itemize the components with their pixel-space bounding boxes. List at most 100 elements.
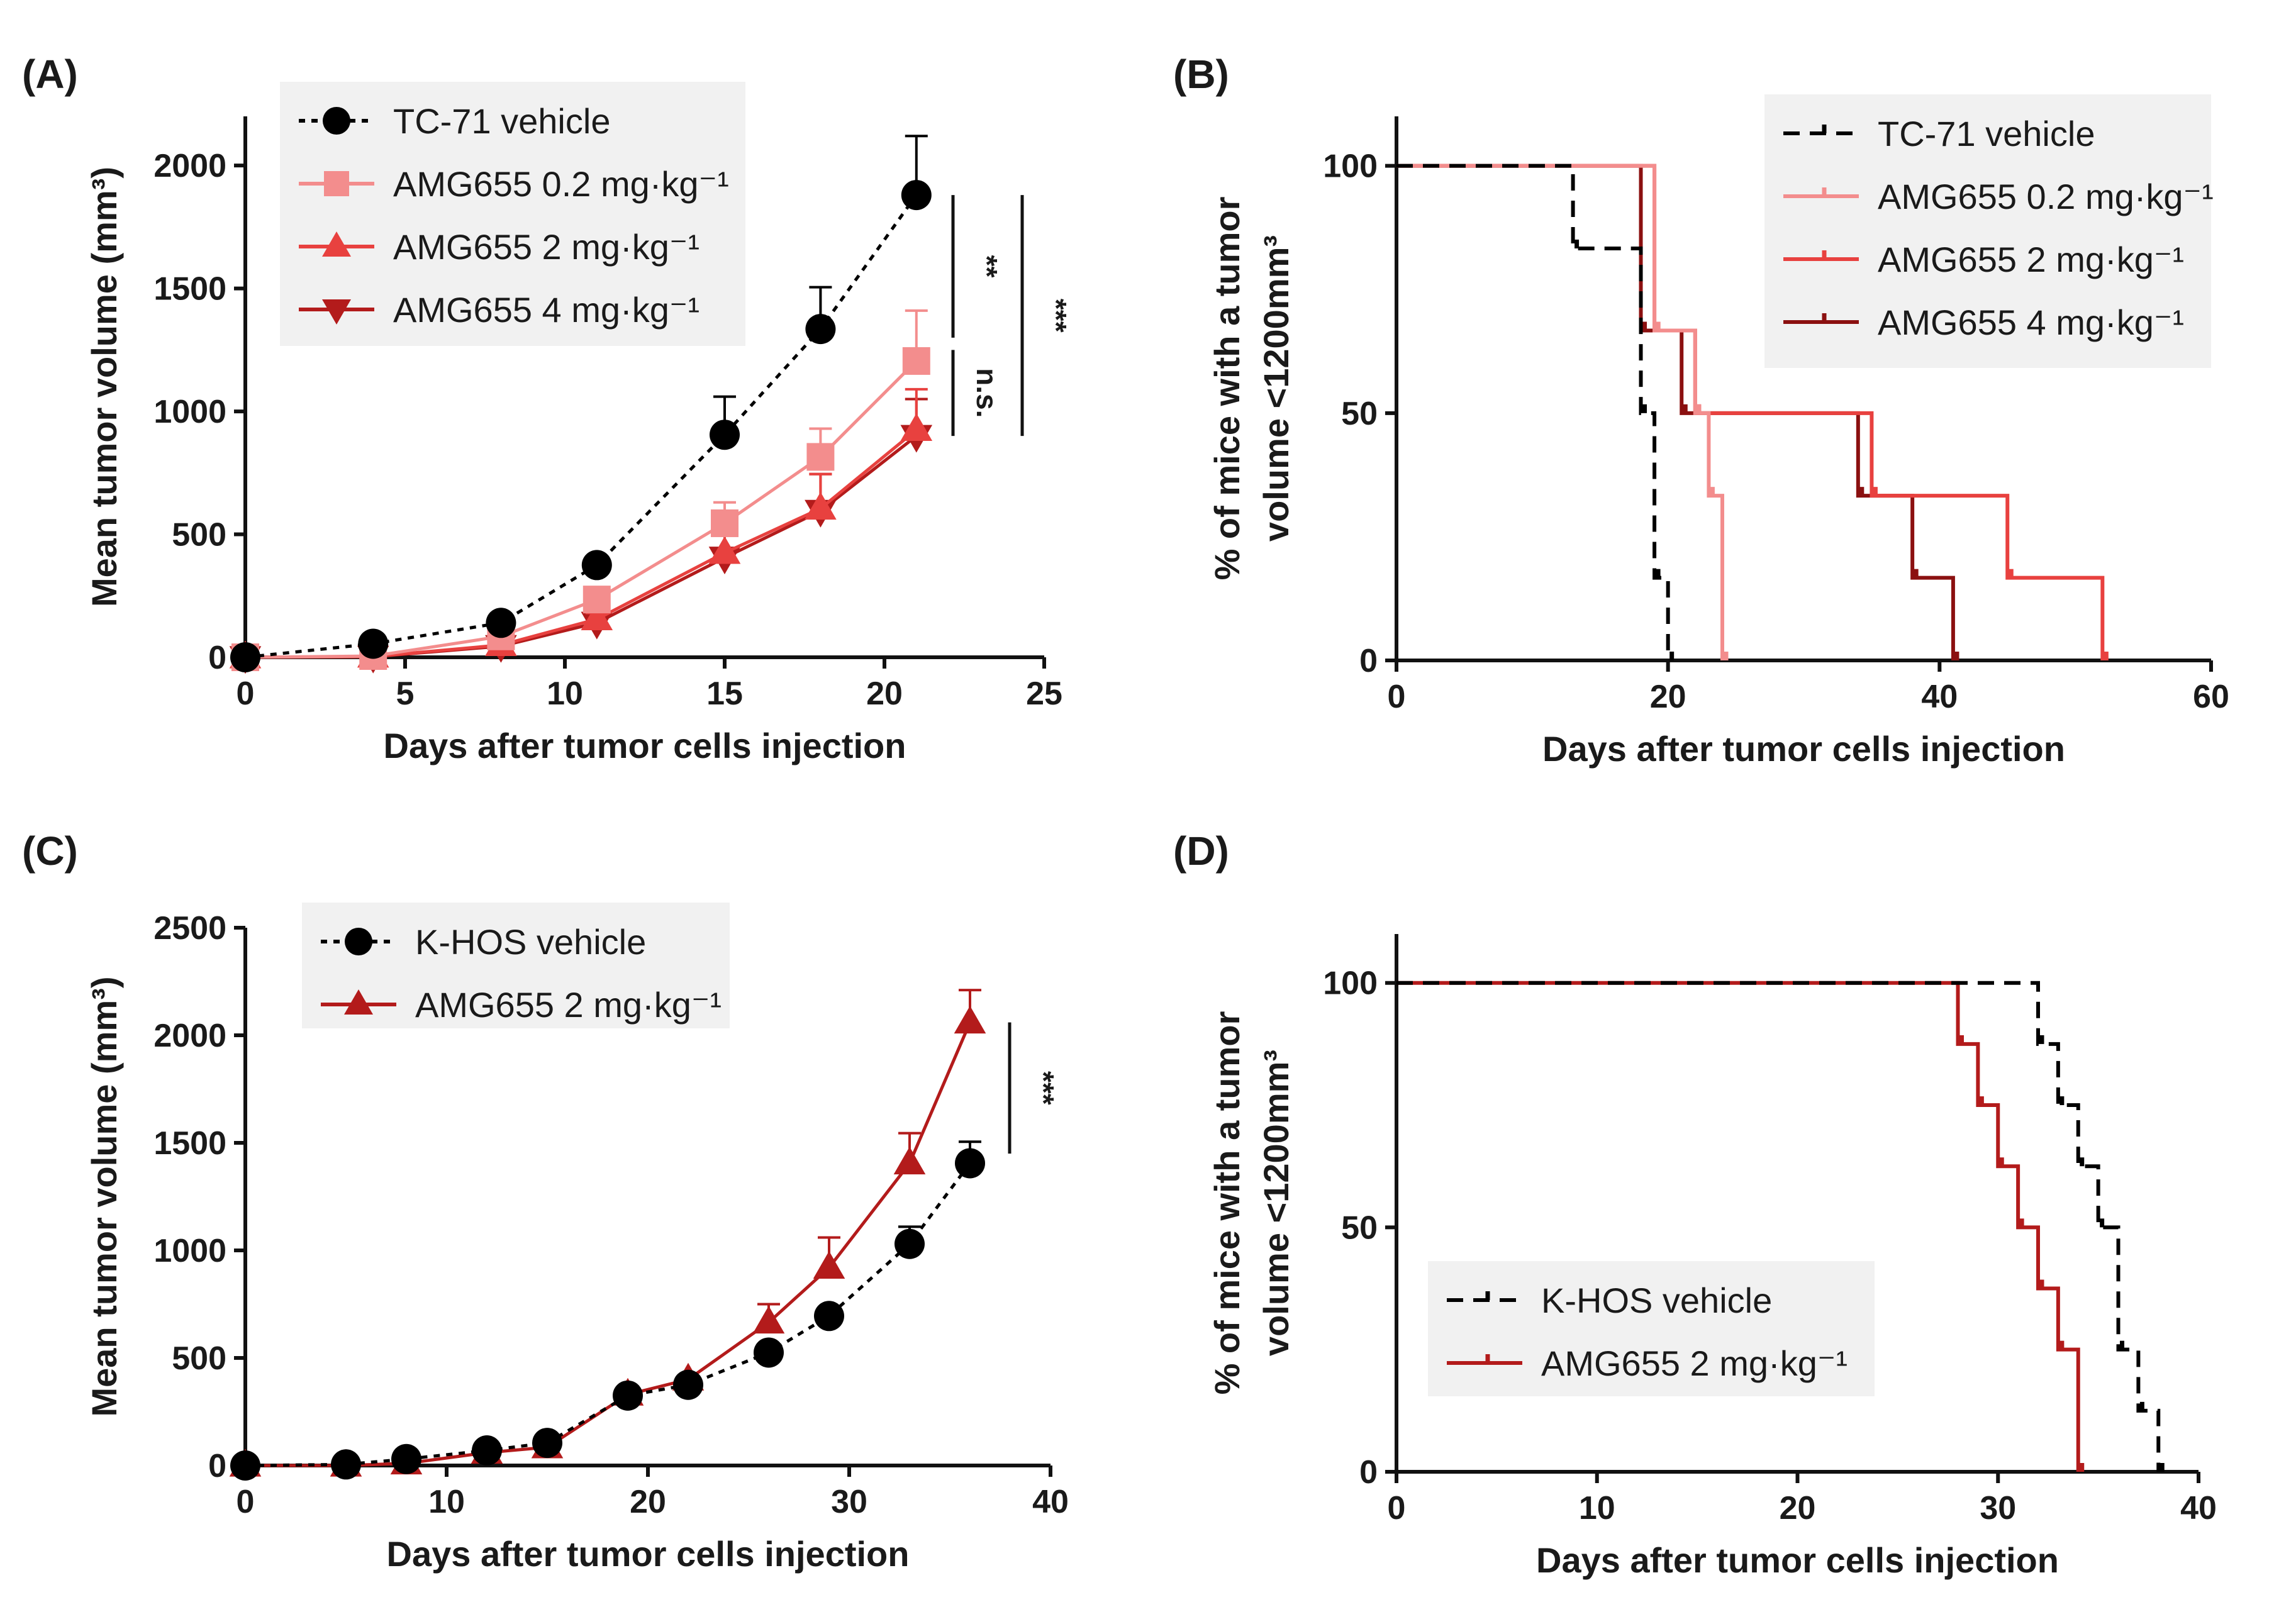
- data-point: [324, 171, 349, 196]
- x-tick-label: 0: [1388, 679, 1406, 715]
- y-axis-title: Mean tumor volume (mm³): [84, 167, 124, 607]
- y-tick-label: 500: [172, 1340, 226, 1377]
- data-point: [391, 1443, 421, 1474]
- legend-box: [1428, 1261, 1875, 1396]
- data-point: [902, 347, 930, 375]
- legend-label: TC-71 vehicle: [1878, 114, 2095, 153]
- legend-item: K-HOS vehicle: [1447, 1281, 1772, 1320]
- data-point: [331, 1449, 361, 1480]
- data-series: [1396, 981, 2165, 1472]
- legend-label: TC-71 vehicle: [393, 101, 610, 141]
- panel-c: (C) 0 10 20 30 40 0 500 1000 1500 2000 2500 Days aft…: [22, 828, 1069, 1574]
- data-point: [344, 989, 373, 1015]
- x-tick-label: 20: [1650, 679, 1686, 715]
- data-point: [955, 1148, 985, 1179]
- x-axis-title: Days after tumor cells injection: [1542, 729, 2065, 769]
- x-tick-label: 0: [237, 1484, 255, 1520]
- data-point: [613, 1380, 643, 1411]
- x-tick-label: 0: [1388, 1490, 1406, 1527]
- y-tick-label: 100: [1323, 148, 1378, 185]
- series-line: [245, 1162, 972, 1467]
- data-point: [754, 1337, 784, 1368]
- data-point: [805, 492, 837, 520]
- legend-item: AMG655 2 mg·kg⁻¹: [321, 985, 722, 1025]
- data-series: [231, 309, 930, 671]
- y-tick-label: 1000: [153, 394, 226, 430]
- y-tick-label: 2000: [153, 148, 226, 184]
- significance-label: ***: [1027, 1071, 1060, 1105]
- x-tick-label: 10: [428, 1484, 465, 1520]
- data-point: [806, 443, 835, 471]
- x-tick-label: 10: [1579, 1490, 1615, 1527]
- y-tick-label: 50: [1341, 1210, 1378, 1246]
- data-point: [230, 1450, 260, 1481]
- legend-label: AMG655 0.2 mg·kg⁻¹: [1878, 177, 2214, 216]
- legend-label: K-HOS vehicle: [415, 922, 646, 962]
- y-tick-label: 2000: [153, 1018, 226, 1054]
- data-point: [581, 603, 613, 631]
- data-series: [229, 398, 933, 674]
- survival-curve: [1396, 981, 2161, 1472]
- y-tick-label: 0: [1359, 1454, 1378, 1491]
- data-series: [1396, 164, 1675, 660]
- x-tick-label: 10: [547, 676, 583, 712]
- data-series: [229, 989, 986, 1477]
- data-point: [532, 1428, 562, 1459]
- legend: TC-71 vehicle AMG655 0.2 mg·kg⁻¹ AMG655 2 …: [1764, 94, 2214, 368]
- y-tick-label: 100: [1323, 965, 1378, 1002]
- data-point: [486, 608, 516, 638]
- data-point: [322, 231, 351, 257]
- data-series: [1396, 981, 2085, 1472]
- panel-label: (D): [1173, 828, 1229, 874]
- data-point: [814, 1301, 844, 1332]
- y-tick-label: 50: [1341, 396, 1378, 432]
- legend: K-HOS vehicle AMG655 2 mg·kg⁻¹: [302, 903, 730, 1028]
- data-point: [358, 628, 389, 659]
- x-tick-label: 20: [866, 676, 903, 712]
- x-tick-label: 25: [1026, 676, 1062, 712]
- legend-label: AMG655 4 mg·kg⁻¹: [393, 290, 699, 330]
- y-axis-title-line: volume <1200mm³: [1256, 1050, 1296, 1356]
- x-tick-label: 30: [1980, 1490, 2016, 1527]
- legend-box: [280, 82, 745, 346]
- legend-label: AMG655 2 mg·kg⁻¹: [415, 985, 722, 1025]
- survival-curve: [1396, 981, 2080, 1472]
- y-tick-label: 1500: [153, 271, 226, 308]
- data-point: [582, 586, 611, 614]
- data-point: [322, 299, 351, 325]
- legend-item: AMG655 2 mg·kg⁻¹: [299, 227, 699, 267]
- x-tick-label: 30: [831, 1484, 867, 1520]
- y-axis-title: Mean tumor volume (mm³): [84, 976, 124, 1416]
- panel-label: (A): [22, 52, 78, 97]
- data-point: [752, 1306, 785, 1334]
- panel-d: (D) 0 10 20 30 40 0 50 100 Days after tumor cells…: [1173, 828, 2217, 1580]
- data-point: [901, 180, 932, 211]
- x-tick-label: 40: [1921, 679, 1958, 715]
- significance-label: ***: [1040, 299, 1073, 333]
- legend-label: AMG655 2 mg·kg⁻¹: [1878, 240, 2184, 279]
- legend-item: AMG655 4 mg·kg⁻¹: [1783, 303, 2184, 342]
- x-tick-label: 0: [237, 676, 255, 712]
- legend-item: AMG655 2 mg·kg⁻¹: [1447, 1343, 1848, 1383]
- data-point: [673, 1369, 703, 1400]
- legend: K-HOS vehicle AMG655 2 mg·kg⁻¹: [1428, 1261, 1875, 1396]
- legend-box: [302, 903, 730, 1028]
- series-line: [245, 1021, 972, 1467]
- x-tick-label: 15: [706, 676, 743, 712]
- x-axis-title: Days after tumor cells injection: [387, 1534, 910, 1574]
- y-tick-label: 1500: [153, 1125, 226, 1162]
- data-point: [900, 413, 933, 442]
- legend-label: K-HOS vehicle: [1541, 1281, 1772, 1320]
- data-point: [345, 928, 372, 955]
- y-tick-label: 0: [1359, 643, 1378, 679]
- significance-label: n.s.: [971, 368, 1003, 418]
- y-axis-title-line: % of mice with a tumor: [1207, 1011, 1247, 1395]
- x-tick-label: 60: [2193, 679, 2229, 715]
- data-point: [954, 1006, 986, 1034]
- data-series: [1396, 164, 1729, 660]
- y-tick-label: 500: [172, 517, 226, 553]
- y-tick-label: 2500: [153, 910, 226, 947]
- data-point: [711, 509, 738, 537]
- panel-label: (B): [1173, 52, 1229, 97]
